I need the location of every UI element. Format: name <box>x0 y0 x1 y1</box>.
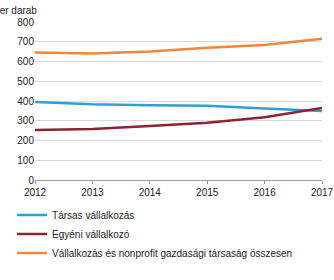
svg-text:2014: 2014 <box>139 187 162 198</box>
svg-text:2015: 2015 <box>196 187 219 198</box>
svg-text:600: 600 <box>17 56 34 67</box>
svg-text:2012: 2012 <box>24 187 47 198</box>
svg-text:700: 700 <box>17 36 34 47</box>
svg-text:400: 400 <box>17 96 34 107</box>
svg-text:500: 500 <box>17 76 34 87</box>
svg-text:Egyéni vállalkozó: Egyéni vállalkozó <box>52 229 130 240</box>
svg-text:Társas vállalkozás: Társas vállalkozás <box>52 210 134 221</box>
svg-text:2016: 2016 <box>253 187 276 198</box>
svg-text:Ezer darab: Ezer darab <box>0 5 37 16</box>
svg-text:200: 200 <box>17 135 34 146</box>
svg-text:0: 0 <box>28 175 34 186</box>
svg-text:2017: 2017 <box>311 187 334 198</box>
svg-text:100: 100 <box>17 155 34 166</box>
svg-text:2013: 2013 <box>81 187 104 198</box>
svg-text:800: 800 <box>17 17 34 28</box>
svg-text:Vállalkozás és nonprofit gazda: Vállalkozás és nonprofit gazdasági társa… <box>52 248 292 259</box>
svg-text:300: 300 <box>17 115 34 126</box>
